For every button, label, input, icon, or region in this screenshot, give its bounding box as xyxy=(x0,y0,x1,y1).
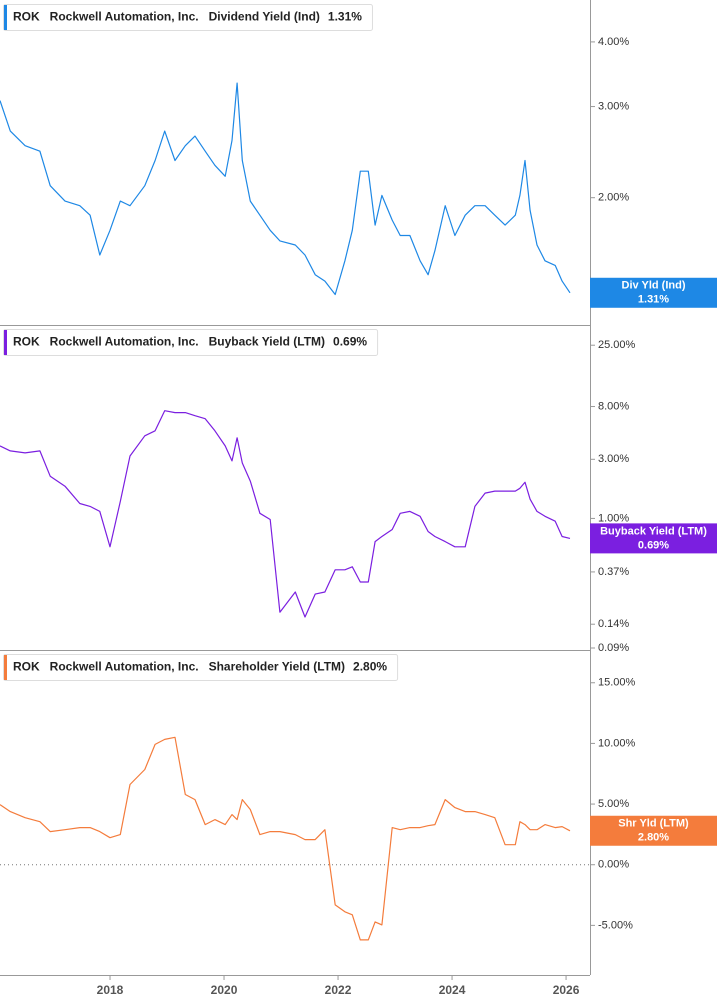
current-value: 1.31% xyxy=(328,10,362,24)
badge-name: Buyback Yield (LTM) xyxy=(600,525,707,537)
badge-name: Shr Yld (LTM) xyxy=(618,818,689,830)
badge-name: Div Yld (Ind) xyxy=(622,280,686,292)
legend-header: ROK Rockwell Automation, Inc. Dividend Yie… xyxy=(3,4,373,31)
value-badge xyxy=(590,277,717,308)
company: Rockwell Automation, Inc. xyxy=(50,10,199,24)
x-tick-label: 2018 xyxy=(97,983,124,997)
legend-box xyxy=(3,4,373,31)
y-tick-label: 10.00% xyxy=(598,737,636,749)
legend-box xyxy=(3,329,379,356)
legend-header: ROK Rockwell Automation, Inc. Buyback Yiel… xyxy=(3,329,379,356)
y-tick-label: 15.00% xyxy=(598,677,636,689)
series-line xyxy=(0,736,571,941)
badge-value: 1.31% xyxy=(638,294,669,306)
y-tick-label: 25.00% xyxy=(598,339,636,351)
ticker: ROK xyxy=(13,660,40,674)
y-tick-label: 8.00% xyxy=(598,400,629,412)
badge-value: 0.69% xyxy=(638,539,669,551)
series-group xyxy=(0,82,571,296)
legend-swatch xyxy=(4,330,7,355)
y-tick-label: 0.14% xyxy=(598,618,629,630)
current-value: 2.80% xyxy=(353,660,387,674)
legend-swatch xyxy=(4,5,7,30)
series-title: Buyback Yield (LTM) xyxy=(209,335,325,349)
current-value: 0.69% xyxy=(333,335,367,349)
y-tick-label: 5.00% xyxy=(598,798,629,810)
y-tick-label: 4.00% xyxy=(598,36,629,48)
series-line xyxy=(0,82,571,296)
y-tick-label: 2.00% xyxy=(598,192,629,204)
x-tick-label: 2022 xyxy=(325,983,352,997)
legend-header: ROK Rockwell Automation, Inc. Shareholder … xyxy=(3,654,399,681)
y-tick-label: 3.00% xyxy=(598,100,629,112)
company: Rockwell Automation, Inc. xyxy=(50,660,199,674)
legend-box xyxy=(3,654,399,681)
legend-swatch xyxy=(4,655,7,680)
y-tick-label: 1.00% xyxy=(598,512,629,524)
series-line xyxy=(0,410,571,618)
value-badge xyxy=(590,523,717,554)
x-tick-label: 2026 xyxy=(553,983,580,997)
x-tick-label: 2020 xyxy=(211,983,238,997)
y-tick-label: 3.00% xyxy=(598,453,629,465)
badge-value: 2.80% xyxy=(638,832,669,844)
series-group xyxy=(0,736,571,941)
series-group xyxy=(0,410,571,618)
y-tick-label: 0.00% xyxy=(598,859,629,871)
ticker: ROK xyxy=(13,335,40,349)
company: Rockwell Automation, Inc. xyxy=(50,335,199,349)
x-tick-label: 2024 xyxy=(439,983,466,997)
ticker: ROK xyxy=(13,10,40,24)
series-title: Shareholder Yield (LTM) xyxy=(209,660,345,674)
y-tick-label: 0.09% xyxy=(598,642,629,654)
series-title: Dividend Yield (Ind) xyxy=(209,10,320,24)
y-tick-label: 0.37% xyxy=(598,566,629,578)
value-badge xyxy=(590,815,717,846)
y-tick-label: -5.00% xyxy=(598,919,633,931)
